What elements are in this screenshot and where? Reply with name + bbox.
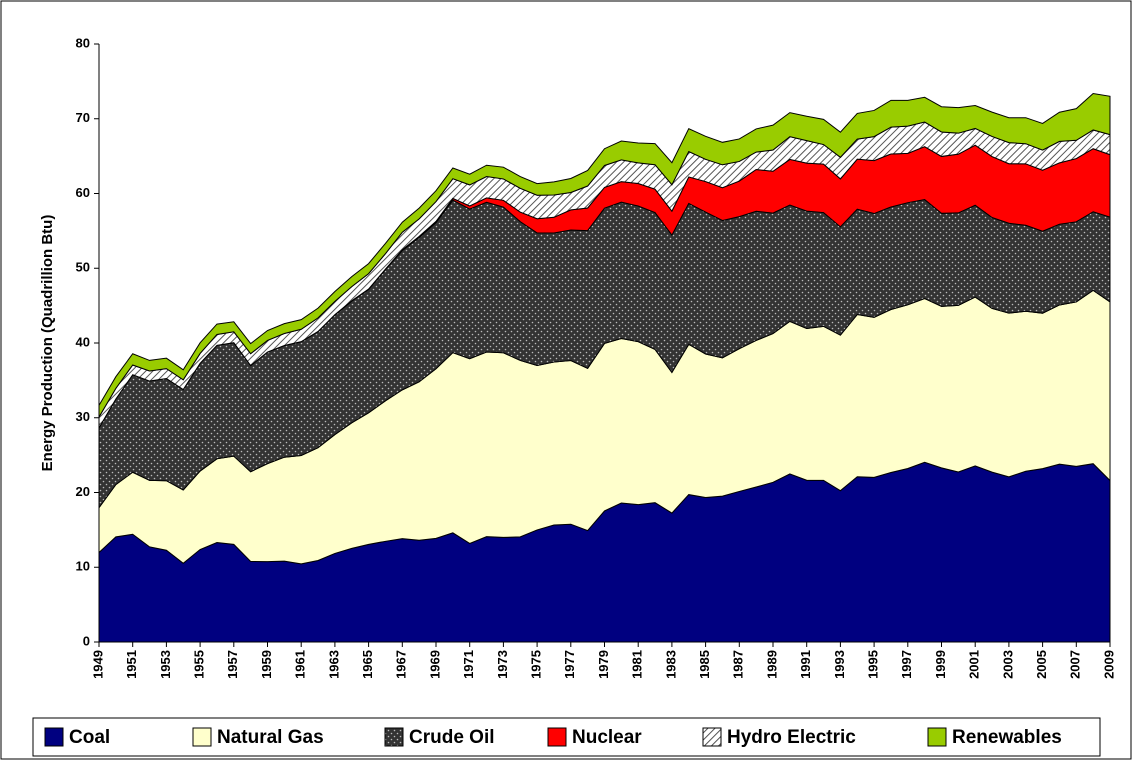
legend-swatch — [44, 727, 64, 747]
y-tick-label: 40 — [76, 334, 90, 349]
x-tick-label: 1957 — [225, 650, 240, 679]
x-tick-label: 2001 — [967, 650, 982, 679]
y-tick-label: 0 — [83, 633, 90, 648]
x-tick-label: 1961 — [293, 650, 308, 679]
x-tick-label: 1997 — [899, 650, 914, 679]
x-tick-label: 1983 — [663, 650, 678, 679]
legend-swatch — [547, 727, 567, 747]
y-tick-label: 30 — [76, 409, 90, 424]
x-tick-label: 1985 — [697, 650, 712, 679]
x-tick-label: 2005 — [1034, 650, 1049, 679]
legend-swatch — [384, 727, 404, 747]
x-tick-label: 1999 — [933, 650, 948, 679]
y-tick-label: 80 — [76, 35, 90, 50]
x-tick-label: 1969 — [427, 650, 442, 679]
x-tick-label: 1965 — [360, 650, 375, 679]
legend-label: Hydro Electric — [727, 727, 856, 748]
x-tick-label: 1963 — [326, 650, 341, 679]
x-tick-label: 1951 — [124, 650, 139, 679]
area — [98, 92, 1111, 419]
x-tick-label: 1987 — [731, 650, 746, 679]
legend-label: Renewables — [952, 727, 1062, 748]
legend-label: Crude Oil — [409, 727, 495, 748]
x-tick-label: 1977 — [562, 650, 577, 679]
x-tick-label: 1991 — [798, 650, 813, 679]
x-tick-label: 1971 — [461, 650, 476, 679]
legend-swatch — [192, 727, 212, 747]
x-tick-label: 1993 — [832, 650, 847, 679]
x-tick-label: 1955 — [192, 650, 207, 679]
x-tick-label: 1953 — [158, 650, 173, 679]
x-tick-label: 2003 — [1000, 650, 1015, 679]
y-tick-label: 10 — [76, 559, 90, 574]
x-tick-label: 2007 — [1068, 650, 1083, 679]
x-tick-label: 1995 — [866, 650, 881, 679]
y-tick-label: 60 — [76, 185, 90, 200]
legend-swatch — [927, 727, 947, 747]
x-tick-label: 1949 — [90, 650, 105, 679]
x-tick-label: 1973 — [495, 650, 510, 679]
legend-label: Natural Gas — [217, 727, 324, 748]
legend-label: Nuclear — [572, 727, 642, 748]
y-tick-label: 70 — [76, 110, 90, 125]
x-tick-label: 2009 — [1101, 650, 1116, 679]
x-tick-label: 1959 — [259, 650, 274, 679]
legend-swatch — [702, 727, 722, 747]
legend-label: Coal — [69, 727, 110, 748]
x-tick-label: 1975 — [529, 650, 544, 679]
y-axis-label: Energy Production (Quadrillion Btu) — [39, 215, 56, 472]
x-tick-label: 1967 — [394, 650, 409, 679]
y-tick-label: 20 — [76, 484, 90, 499]
x-tick-label: 1981 — [630, 650, 645, 679]
x-tick-label: 1989 — [764, 650, 779, 679]
x-tick-label: 1979 — [596, 650, 611, 679]
y-tick-label: 50 — [76, 260, 90, 275]
